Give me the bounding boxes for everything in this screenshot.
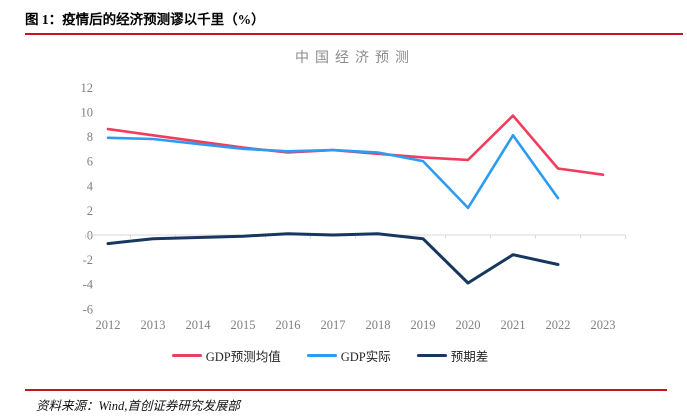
legend-item: 预期差 [416, 346, 489, 365]
x-axis-label: 2018 [366, 318, 391, 332]
y-axis-label: 4 [87, 179, 94, 193]
legend-label: GDP实际 [340, 350, 391, 364]
legend-label: GDP预测均值 [205, 350, 281, 364]
x-axis-label: 2016 [276, 318, 301, 332]
x-axis-label: 2020 [456, 318, 481, 332]
y-axis-label: -6 [83, 302, 93, 316]
figure-caption: 图 1：疫情后的经济预测谬以千里（%） [25, 8, 683, 35]
x-axis-label: 2013 [141, 318, 166, 332]
chart-legend: GDP预测均值 GDP实际 预期差 [60, 346, 600, 365]
legend-label: 预期差 [450, 350, 489, 364]
footer-divider [25, 389, 667, 391]
y-axis-label: 2 [87, 204, 93, 218]
series-line [106, 114, 605, 176]
y-axis-label: 8 [87, 130, 93, 144]
source-note: 资料来源：Wind,首创证券研究发展部 [36, 399, 240, 413]
legend-swatch [171, 354, 202, 357]
legend-item: GDP实际 [306, 346, 391, 365]
x-axis-label: 2012 [96, 318, 121, 332]
y-axis-label: 12 [81, 81, 94, 95]
x-axis-label: 2017 [321, 318, 346, 332]
y-axis-label: 6 [87, 155, 93, 169]
series-line [106, 232, 560, 285]
y-axis-label: -4 [83, 278, 94, 292]
series-line [106, 134, 560, 210]
x-axis-label: 2015 [231, 318, 256, 332]
x-axis-label: 2014 [186, 318, 212, 332]
x-axis-label: 2019 [411, 318, 436, 332]
y-axis-label: 10 [81, 105, 94, 119]
x-axis-label: 2023 [591, 318, 616, 332]
legend-swatch [306, 354, 337, 357]
chart-title: 中国经济预测 [295, 51, 415, 66]
x-axis-label: 2022 [546, 318, 571, 332]
y-axis-label: -2 [83, 253, 93, 267]
legend-swatch [416, 354, 447, 357]
x-axis-label: 2021 [501, 318, 526, 332]
legend-item: GDP预测均值 [171, 346, 281, 365]
